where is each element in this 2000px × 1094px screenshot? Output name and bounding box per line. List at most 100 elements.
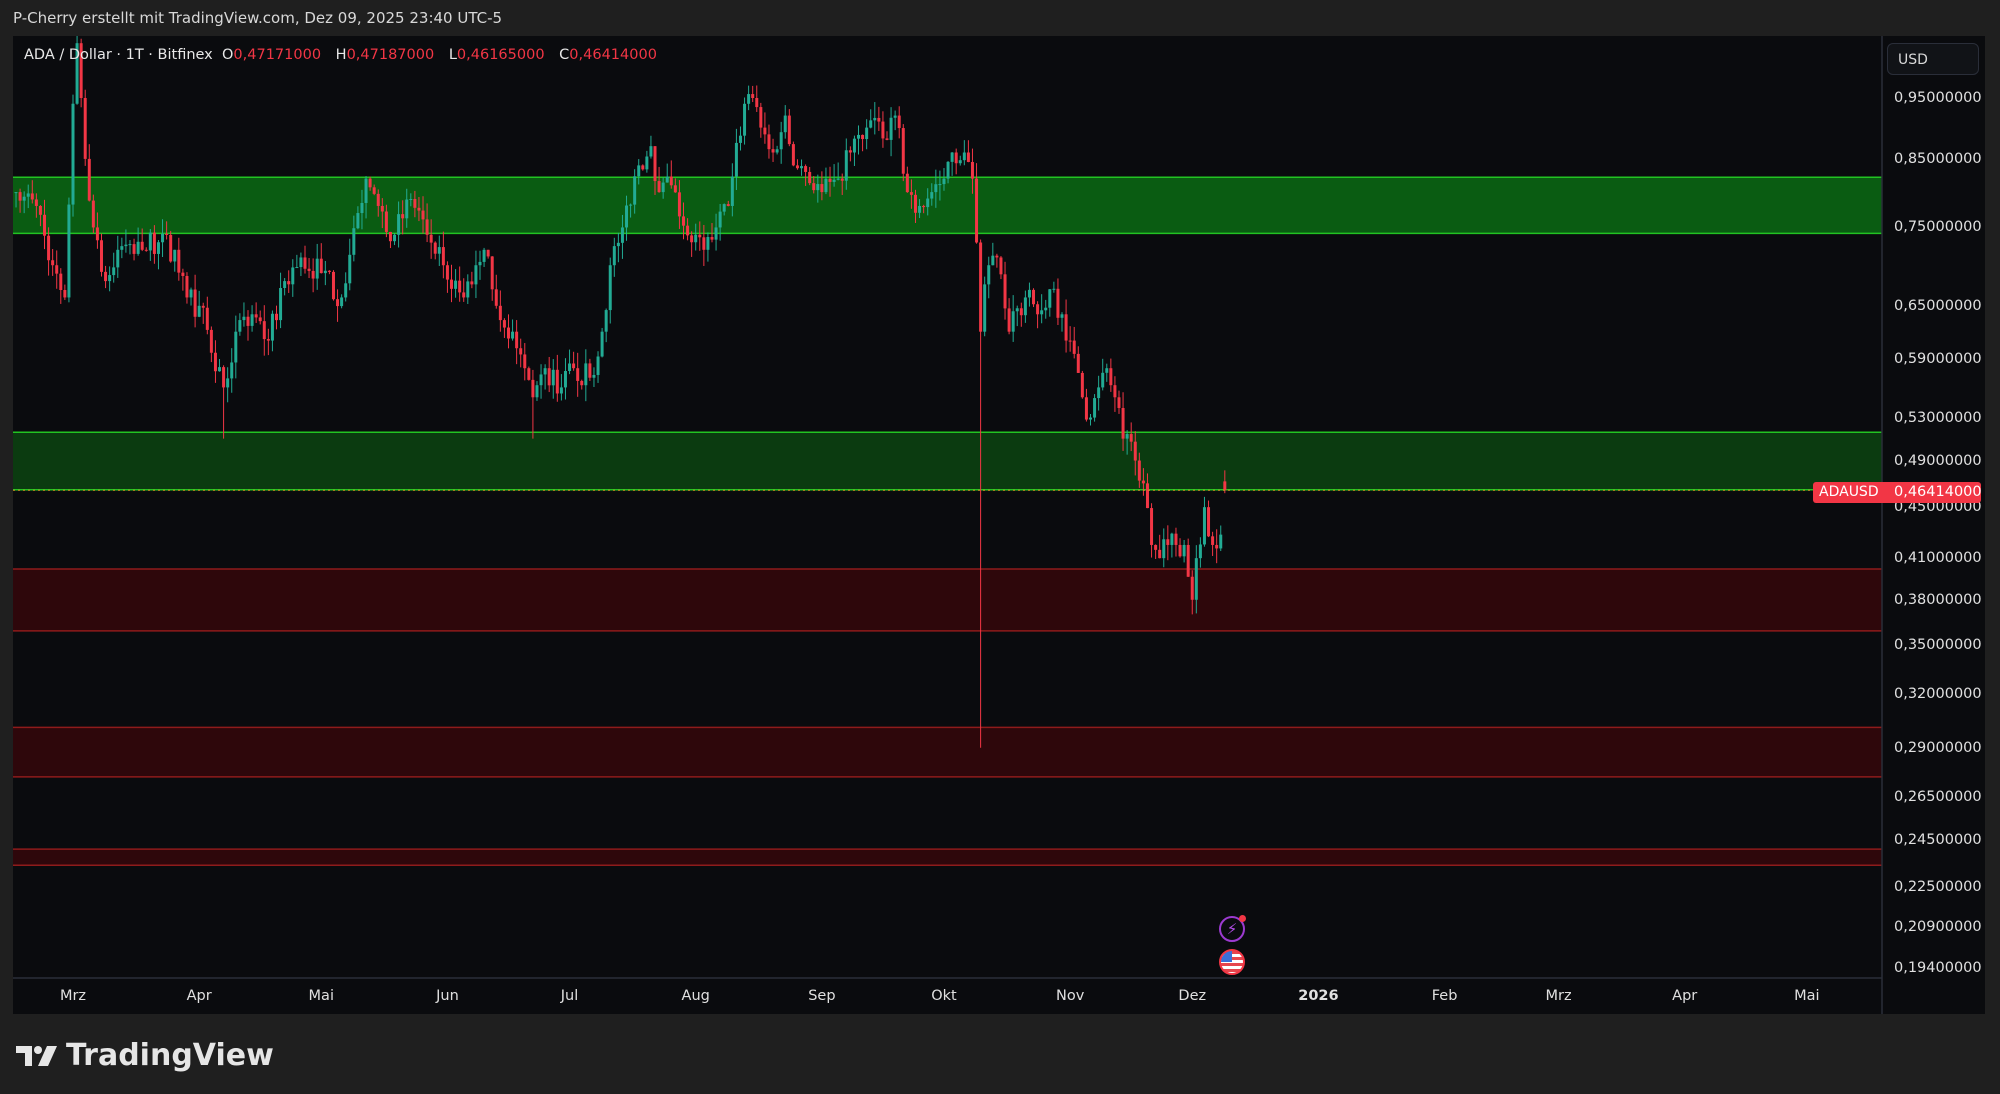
candle-body [197,305,201,317]
candle-body [311,270,315,279]
zone-red-2 [13,568,1882,631]
candle-body [1040,310,1044,315]
candle-body [1036,304,1040,315]
candle-body [901,128,905,174]
price-tick-label: 0,95000000 [1894,90,1982,106]
candle-body [1097,387,1101,399]
candle-body [356,213,360,229]
candle-body [865,127,869,140]
brand-name: TradingView [66,1038,274,1073]
candle-body [67,204,71,298]
candle-body [918,205,922,213]
candle-body [873,117,877,121]
lightning-event-icon[interactable]: ⚡ [1219,915,1246,942]
price-tick-label: 0,75000000 [1894,219,1982,236]
candle-body [909,192,913,195]
zone-red-4 [13,849,1882,866]
candle-body [246,316,250,326]
candle-body [641,165,645,170]
candle-body [535,385,539,398]
candle-body [966,152,970,162]
candle-body [1015,308,1019,312]
symbol-title[interactable]: ADA / Dollar · 1T · Bitfinex [24,47,213,63]
currency-button[interactable]: USD [1887,43,1979,75]
candle-body [360,202,364,214]
candle-body [755,98,759,108]
candle-body [181,272,185,276]
candle-body [950,152,954,162]
candle-body [543,368,547,375]
candle-body [661,182,665,193]
candle-body [653,146,657,182]
candle-body [1011,311,1015,332]
candle-body [665,176,669,183]
candle-body [767,134,771,150]
candle-body [616,242,620,247]
candle-body [673,185,677,193]
candle-body [836,178,840,180]
candle-body [783,115,787,133]
tradingview-logo-icon [16,1045,57,1066]
chart-panel[interactable] [13,36,1985,1014]
candle-body [372,187,376,194]
candle-body [368,178,372,188]
candle-body [669,176,673,186]
candle-body [1027,289,1031,298]
candle-body [568,363,572,372]
tradingview-logo[interactable]: TradingView [16,1038,274,1073]
candle-body [1145,483,1149,509]
us-flag-event-icon[interactable] [1219,949,1245,975]
candle-body [315,258,319,279]
candle-body [934,184,938,193]
candle-body [946,161,950,179]
candle-body [686,225,690,236]
candle-body [144,249,148,251]
candle-body [1137,460,1141,481]
candle-body [417,207,421,211]
candle-body [450,279,454,289]
candle-body [551,369,555,386]
candle-body [348,254,352,284]
candle-body [555,369,559,394]
candle-body [120,246,124,250]
candle-body [1023,297,1027,316]
candle-body [1019,308,1023,316]
price-tick-label: 0,38000000 [1894,591,1982,608]
candle-body [201,305,205,308]
candle-body [1068,340,1072,342]
candle-body [791,144,795,166]
candle-body [779,132,783,150]
candlestick-chart[interactable] [13,36,1985,1014]
candle-body [128,244,132,246]
candle-body [889,117,893,140]
candle-body [1198,544,1202,559]
candle-body [104,271,108,282]
candle-body [474,265,478,285]
candle-body [494,289,498,306]
time-tick-label: Okt [931,988,957,1004]
candle-body [238,320,242,332]
candle-body [169,234,173,262]
time-tick-label: Feb [1431,988,1458,1004]
candle-body [1150,508,1154,545]
candle-body [987,265,991,285]
candle-body [30,193,34,200]
candle-body [800,166,804,169]
candle-body [364,178,368,203]
candle-body [43,214,47,236]
chart-credit: P-Cherry erstellt mit TradingView.com, D… [13,9,503,27]
candle-body [458,280,462,293]
candle-body [633,176,637,205]
time-tick-label: Apr [1672,988,1698,1004]
candle-body [759,107,763,128]
candle-body [747,94,751,104]
candle-body [531,379,535,398]
candle-body [340,297,344,307]
candle-body [775,149,779,153]
candle-body [91,200,95,228]
candle-body [1170,533,1174,545]
candle-body [409,198,413,200]
candle-body [254,314,258,318]
candle-body [999,257,1003,275]
candle-body [1219,534,1223,549]
